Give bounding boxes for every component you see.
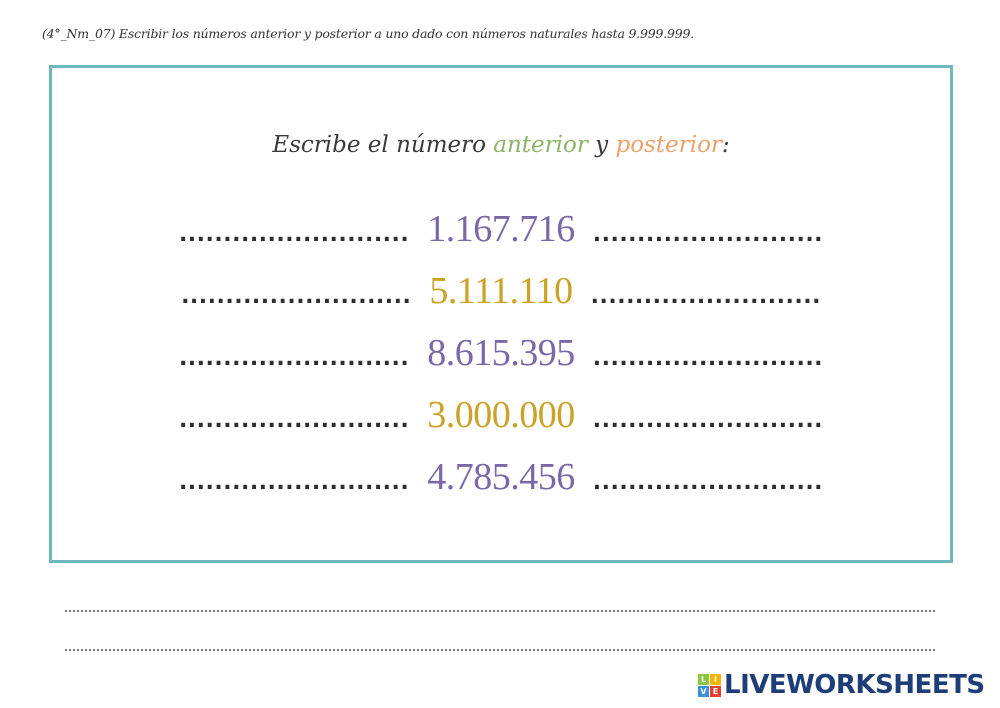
number-row: .......................... 5.111.110 ...…: [52, 272, 950, 310]
logo-letter: I: [710, 673, 721, 685]
number-row: .......................... 1.167.716 ...…: [52, 210, 950, 248]
title-posterior: posterior: [615, 132, 722, 158]
instruction-header: (4°_Nm_07) Escribir los números anterior…: [42, 26, 695, 41]
answer-after-blank[interactable]: ..........................: [592, 222, 824, 247]
exercise-box: Escribe el número anterior y posterior: …: [49, 65, 953, 563]
answer-line[interactable]: [65, 649, 935, 651]
title-prefix: Escribe el número: [272, 132, 494, 158]
given-number: 5.111.110: [429, 270, 573, 312]
logo-letter: V: [698, 685, 709, 697]
number-row: .......................... 4.785.456 ...…: [52, 458, 950, 496]
answer-line[interactable]: [65, 610, 935, 612]
brand-name: LIVEWORKSHEETS: [724, 670, 985, 700]
title-connector: y: [587, 132, 616, 158]
exercise-title: Escribe el número anterior y posterior:: [52, 132, 950, 158]
answer-before-blank[interactable]: ..........................: [181, 284, 412, 309]
given-number: 4.785.456: [427, 456, 575, 498]
logo-letter: L: [698, 673, 709, 685]
number-row: .......................... 8.615.395 ...…: [52, 334, 950, 372]
answer-before-blank[interactable]: ..........................: [178, 222, 410, 247]
answer-before-blank[interactable]: ..........................: [178, 408, 410, 433]
answer-before-blank[interactable]: ..........................: [178, 346, 410, 371]
given-number: 3.000.000: [427, 394, 575, 436]
liveworksheets-brand: L I V E LIVEWORKSHEETS: [698, 672, 985, 698]
answer-before-blank[interactable]: ..........................: [178, 470, 410, 495]
logo-letter: E: [710, 685, 721, 697]
given-number: 8.615.395: [427, 332, 575, 374]
number-row: .......................... 3.000.000 ...…: [52, 396, 950, 434]
title-suffix: :: [721, 132, 730, 158]
live-logo-icon: L I V E: [698, 673, 721, 697]
answer-after-blank[interactable]: ..........................: [592, 346, 824, 371]
answer-after-blank[interactable]: ..........................: [592, 470, 824, 495]
answer-after-blank[interactable]: ..........................: [592, 408, 824, 433]
title-anterior: anterior: [493, 132, 588, 158]
given-number: 1.167.716: [427, 208, 575, 250]
answer-after-blank[interactable]: ..........................: [590, 284, 821, 309]
